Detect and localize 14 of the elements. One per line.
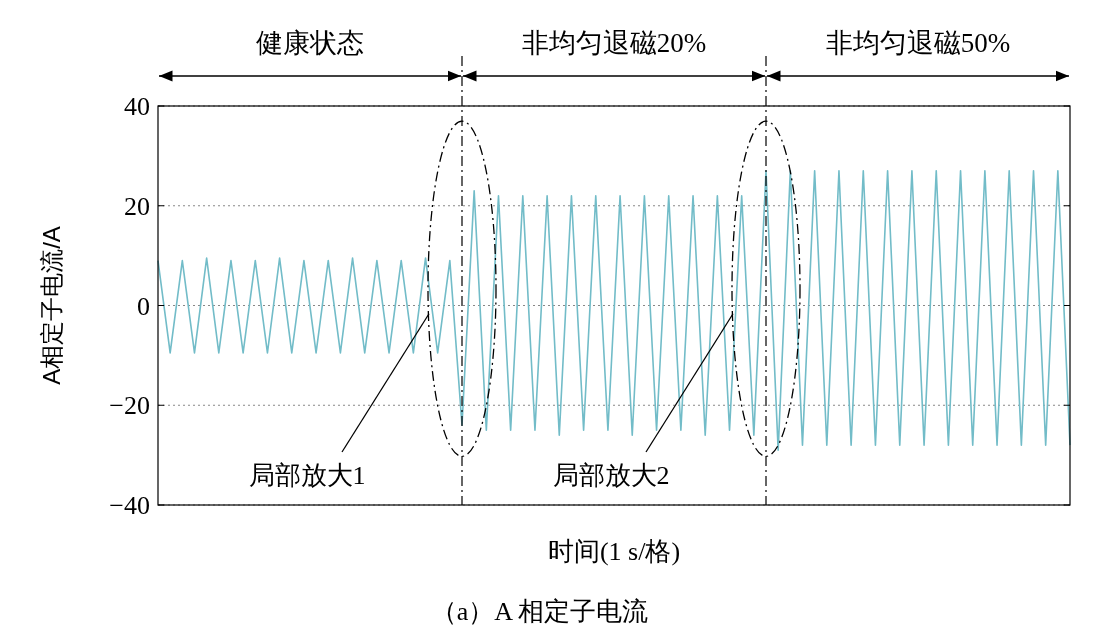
line-series — [157, 170, 1071, 451]
text: （a）A 相定子电流 — [430, 597, 649, 626]
annotation: 局部放大2 — [552, 461, 670, 490]
y-tick-label: −40 — [109, 491, 150, 521]
text: 非均匀退磁50% — [825, 28, 1011, 58]
x-axis-title: 时间(1 s/格) — [547, 537, 681, 566]
text: 健康状态 — [256, 28, 364, 58]
y-axis-title: A相定子电流/A — [38, 226, 65, 385]
y-tick-label: −20 — [109, 391, 150, 421]
y-tick-label: 40 — [124, 92, 150, 122]
y-tick-label: 0 — [137, 291, 150, 321]
text: 非均匀退磁20% — [521, 28, 707, 58]
annotation: 局部放大1 — [248, 461, 366, 490]
y-tick-label: 20 — [124, 191, 150, 221]
